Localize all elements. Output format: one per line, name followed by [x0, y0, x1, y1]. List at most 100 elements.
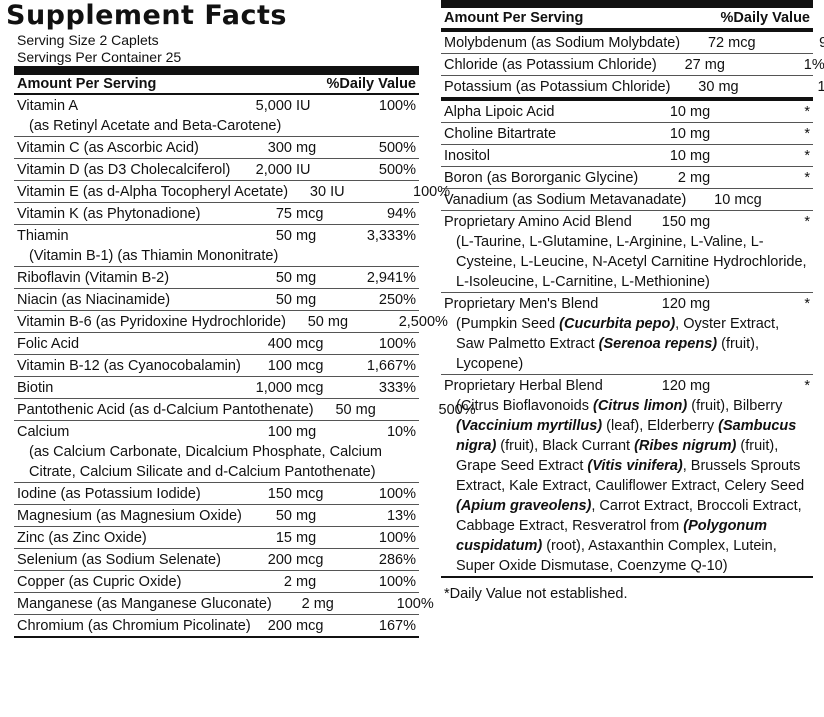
nutrient-name: Manganese (as Manganese Gluconate) — [17, 596, 272, 612]
nutrient-row: Niacin (as Niacinamide) 50 mg 250% — [14, 289, 419, 311]
nutrient-name: Copper (as Cupric Oxide) — [17, 574, 182, 590]
nutrient-dv: 100% — [378, 486, 416, 502]
nutrient-name: Magnesium (as Magnesium Oxide) — [17, 508, 242, 524]
nutrient-dv: 500% — [438, 402, 476, 418]
nutrient-dv: 100% — [378, 98, 416, 114]
nutrient-row: Vitamin D (as D3 Cholecalciferol) 2,000 I… — [14, 159, 419, 181]
nutrient-row: Magnesium (as Magnesium Oxide) 50 mg 13% — [14, 505, 419, 527]
nutrient-dv: 100% — [396, 596, 434, 612]
nutrient-dv: 3,333% — [366, 228, 416, 244]
nutrient-row: Pantothenic Acid (as d-Calcium Pantothen… — [14, 399, 476, 421]
nutrient-amount: 100 mg — [267, 424, 317, 440]
nutrient-dv: 1,667% — [366, 358, 416, 374]
nutrient-amount: 50 mg — [275, 270, 317, 286]
nutrient-dv: 1% — [817, 79, 824, 95]
nutrient-amount: 30 IU — [309, 184, 345, 200]
nutrient-dv: 10% — [386, 424, 416, 440]
nutrient-row: Inositol 10 mg * — [441, 145, 813, 167]
nutrient-amount: 50 mg — [307, 314, 349, 330]
supplement-facts-title: Supplement Facts — [6, 0, 287, 31]
nutrient-dv: 100% — [378, 530, 416, 546]
nutrient-name: Proprietary Herbal Blend — [444, 378, 603, 394]
nutrient-amount: 50 mg — [335, 402, 376, 418]
right-amount-per-serving-header: Amount Per Serving — [444, 10, 584, 26]
nutrient-amount: 2 mg — [301, 596, 334, 612]
nutrient-name: Niacin (as Niacinamide) — [17, 292, 171, 308]
nutrient-name: Proprietary Amino Acid Blend — [444, 214, 632, 230]
nutrient-name: Choline Bitartrate — [444, 126, 557, 142]
right-column-header: Amount Per Serving %Daily Value — [441, 8, 813, 32]
nutrient-name: Vitamin K (as Phytonadione) — [17, 206, 201, 222]
nutrient-amount: 50 mg — [275, 228, 317, 244]
top-rule — [14, 66, 419, 75]
mineral-group: Molybdenum (as Sodium Molybdate) 72 mcg 96… — [441, 32, 824, 101]
nutrient-row: Vitamin K (as Phytonadione) 75 mcg 94% — [14, 203, 419, 225]
nutrient-amount: 100 mcg — [267, 358, 324, 374]
nutrient-amount: 150 mcg — [267, 486, 324, 502]
nutrient-dv: * — [804, 378, 810, 394]
nutrient-dv: 500% — [378, 162, 416, 178]
column-header: Amount Per Serving %Daily Value — [14, 75, 419, 95]
nutrient-amount: 300 mg — [267, 140, 317, 156]
nutrient-amount: 120 mg — [661, 296, 711, 312]
nutrient-source: (Vitamin B-1) (as Thiamin Mononitrate) — [29, 248, 279, 264]
nutrient-dv: 96% — [819, 35, 824, 51]
nutrient-dv: 100% — [378, 336, 416, 352]
nutrient-amount: 30 mg — [698, 79, 739, 95]
nutrient-row: Selenium (as Sodium Selenate) 200 mcg 286% — [14, 549, 419, 571]
nutrient-name: Pantothenic Acid (as d-Calcium Pantothen… — [17, 402, 314, 418]
nutrient-dv: * — [770, 190, 824, 210]
nutrient-row: Vitamin C (as Ascorbic Acid) 300 mg 500% — [14, 137, 419, 159]
right-daily-value-header: %Daily Value — [720, 10, 810, 26]
other-nutrient-group: Alpha Lipoic Acid 10 mg * Choline Bitartrat… — [441, 101, 813, 211]
nutrient-amount: 15 mg — [275, 530, 317, 546]
nutrient-amount: 400 mcg — [267, 336, 324, 352]
nutrient-name: Molybdenum (as Sodium Molybdate) — [444, 35, 681, 51]
nutrient-amount: 2 mg — [677, 170, 711, 186]
nutrient-name: Vitamin B-12 (as Cyanocobalamin) — [17, 358, 241, 374]
nutrient-dv: * — [804, 126, 810, 142]
nutrient-name: Boron (as Bororganic Glycine) — [444, 170, 639, 186]
nutrient-row: Thiamin 50 mg 3,333% (Vitamin B-1) (as Thia… — [14, 225, 419, 267]
nutrient-name: Zinc (as Zinc Oxide) — [17, 530, 147, 546]
left-nutrient-list: Vitamin A 5,000 IU 100% (as Retinyl Acetate… — [14, 95, 476, 638]
nutrient-amount: 75 mcg — [275, 206, 324, 222]
nutrient-dv: 2,941% — [366, 270, 416, 286]
right-top-rule — [441, 0, 813, 8]
nutrient-dv: 167% — [378, 618, 416, 634]
left-facts-panel: Supplement Facts Serving Size 2 Caplets … — [6, 0, 476, 638]
serving-size: Serving Size 2 Caplets — [17, 32, 159, 48]
nutrient-dv: 13% — [386, 508, 416, 524]
nutrient-dv: * — [804, 296, 810, 312]
nutrient-amount: 5,000 IU — [255, 98, 311, 114]
nutrient-dv: 94% — [386, 206, 416, 222]
nutrient-row: Copper (as Cupric Oxide) 2 mg 100% — [14, 571, 419, 593]
nutrient-amount: 200 mcg — [267, 618, 324, 634]
nutrient-name: Chloride (as Potassium Chloride) — [444, 57, 657, 73]
nutrient-amount: 10 mg — [669, 104, 711, 120]
servings-per-container: Servings Per Container 25 — [17, 49, 182, 65]
nutrient-dv: 500% — [378, 140, 416, 156]
nutrient-name: Proprietary Men's Blend — [444, 296, 599, 312]
nutrient-row: Alpha Lipoic Acid 10 mg * — [441, 101, 813, 123]
nutrient-name: Folic Acid — [17, 336, 80, 352]
nutrient-name: Iodine (as Potassium Iodide) — [17, 486, 201, 502]
mens-blend-row: Proprietary Men's Blend 120 mg * (Pumpki… — [441, 293, 813, 375]
nutrient-row: Vitamin A 5,000 IU 100% (as Retinyl Acetate… — [14, 95, 419, 137]
nutrient-dv: 1% — [803, 57, 824, 73]
nutrient-dv: * — [804, 170, 810, 186]
nutrient-row: Molybdenum (as Sodium Molybdate) 72 mcg 96… — [441, 32, 824, 54]
nutrient-dv: 333% — [378, 380, 416, 396]
nutrient-name: Chromium (as Chromium Picolinate) — [17, 618, 251, 634]
nutrient-name: Alpha Lipoic Acid — [444, 104, 555, 120]
nutrient-amount: 10 mg — [669, 126, 711, 142]
nutrient-row: Vitamin B-6 (as Pyridoxine Hydrochloride… — [14, 311, 448, 333]
nutrient-row: Chromium (as Chromium Picolinate) 200 mcg… — [14, 615, 419, 636]
nutrient-row: Riboflavin (Vitamin B-2) 50 mg 2,941% — [14, 267, 419, 289]
nutrient-amount: 120 mg — [661, 378, 711, 394]
nutrient-row: Boron (as Bororganic Glycine) 2 mg * — [441, 167, 813, 189]
nutrient-dv: 100% — [378, 574, 416, 590]
nutrient-amount: 10 mcg — [714, 192, 762, 208]
nutrient-dv: 286% — [378, 552, 416, 568]
nutrient-name: Inositol — [444, 148, 490, 164]
